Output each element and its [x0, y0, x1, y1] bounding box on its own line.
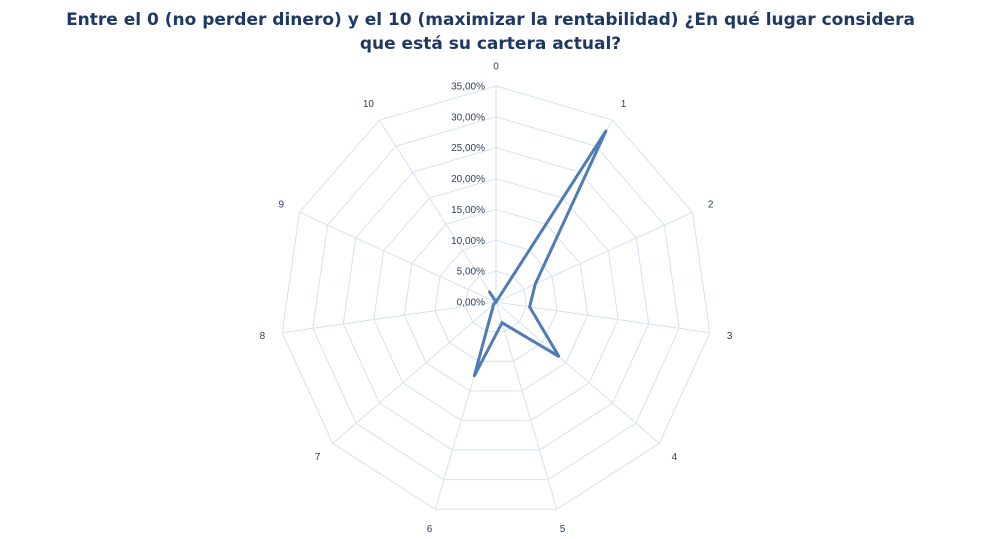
series-line-0: [472, 129, 608, 377]
chart-title-line-1: Entre el 0 (no perder dinero) y el 10 (m…: [66, 10, 915, 30]
chart-title-line-2: que está su cartera actual?: [359, 34, 622, 54]
spoke-10: [378, 120, 497, 303]
category-label-9: 9: [279, 199, 285, 210]
spoke-5: [495, 301, 558, 510]
chart-title: Entre el 0 (no perder dinero) y el 10 (m…: [60, 8, 921, 56]
grid-ring-4: [373, 178, 619, 421]
data-point-6: [473, 374, 476, 378]
category-label-8: 8: [260, 331, 266, 342]
data-point-9: [494, 300, 498, 304]
data-point-7: [492, 302, 495, 306]
tick-label-5: 25,00%: [451, 143, 485, 154]
data-point-10: [488, 290, 491, 293]
data-point-1: [604, 129, 608, 132]
category-label-3: 3: [727, 331, 733, 342]
data-point-3: [528, 305, 531, 309]
spoke-4: [495, 301, 660, 444]
spoke-3: [495, 301, 710, 334]
category-label-0: 0: [493, 62, 499, 73]
category-label-6: 6: [427, 524, 433, 535]
tick-label-1: 5,00%: [457, 267, 485, 278]
data-point-5: [500, 321, 504, 324]
tick-label-4: 20,00%: [451, 174, 485, 185]
data-point-2: [534, 282, 537, 286]
spoke-9: [299, 211, 497, 303]
category-label-5: 5: [560, 524, 566, 535]
grid-ring-3: [403, 208, 589, 392]
category-label-4: 4: [672, 452, 678, 463]
spoke-2: [495, 211, 693, 303]
tick-label-6: 30,00%: [451, 112, 485, 123]
tick-label-3: 15,00%: [451, 205, 485, 216]
category-label-10: 10: [363, 99, 375, 110]
tick-label-7: 35,00%: [451, 82, 485, 93]
spoke-8: [282, 301, 497, 334]
category-label-2: 2: [708, 199, 714, 210]
grid-ring-6: [312, 116, 680, 481]
tick-label-0: 0,00%: [457, 298, 485, 309]
grid-ring-2: [434, 239, 558, 362]
category-label-1: 1: [621, 99, 627, 110]
tick-label-2: 10,00%: [451, 236, 485, 247]
data-point-4: [557, 355, 561, 358]
grid-ring-5: [342, 147, 650, 451]
category-label-7: 7: [315, 452, 321, 463]
grid-ring-7: [281, 85, 711, 510]
spoke-7: [332, 301, 497, 444]
